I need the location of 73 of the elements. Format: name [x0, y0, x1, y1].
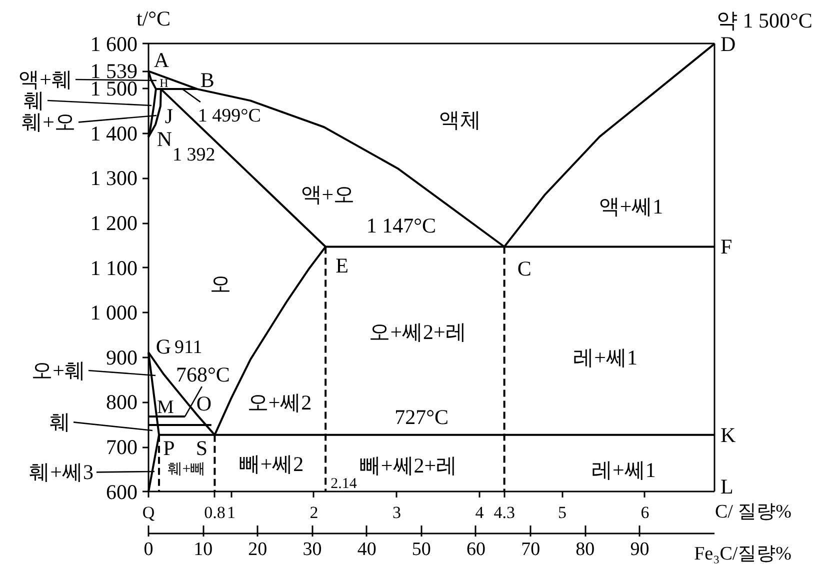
x2-tick-label: 0 — [144, 538, 154, 560]
annotation: E — [336, 254, 348, 278]
y-tick-label: 1 200 — [90, 211, 138, 235]
text: 훼 — [50, 410, 70, 434]
annotation: 727°C — [394, 404, 449, 429]
annotation: 오+쎄2 — [247, 390, 312, 414]
x2-tick-label: 90 — [630, 538, 650, 560]
y-tick-label: 900 — [106, 345, 138, 370]
annotation: 768°C — [176, 362, 230, 387]
annotation: F — [720, 234, 732, 259]
text: 훼+쎄3 — [29, 460, 94, 484]
annotation: 훼+빼 — [167, 462, 206, 478]
annotation: H — [160, 76, 169, 90]
annotation: D — [720, 32, 736, 56]
y-tick-label: 600 — [106, 480, 138, 504]
x-axis-title: C/ 질량% — [714, 501, 792, 522]
annotation: B — [200, 68, 214, 92]
x2-tick-label: 20 — [248, 538, 268, 560]
annotation: 1 499°C — [198, 106, 261, 127]
y-tick-label: 1 400 — [90, 121, 138, 146]
x-tick-label: 3 — [392, 502, 401, 522]
annotation: 오 — [210, 272, 231, 296]
x-tick-label: 4 — [475, 502, 484, 522]
annotation: C — [517, 256, 532, 281]
x-tick-label: 5 — [558, 502, 566, 522]
annotation: 레+쎄1 — [573, 346, 638, 370]
annotation: J — [164, 104, 174, 128]
annotation: 레+쎄1 — [592, 458, 656, 482]
x2-tick-label: 10 — [194, 538, 213, 560]
x2-tick-label: 70 — [521, 538, 540, 560]
annotation: 액+쎄1 — [598, 194, 664, 218]
annotation: K — [720, 422, 736, 447]
annotation: M — [157, 397, 174, 418]
x2-tick-label: 60 — [466, 538, 486, 560]
y-tick-label: 800 — [106, 390, 138, 414]
annotation: 빼+쎄2+레 — [360, 454, 458, 478]
x2-axis-title: Fe₃C/질량% — [694, 543, 792, 564]
x-tick-label: Q — [142, 502, 155, 522]
y-tick-label: 1 300 — [90, 166, 138, 190]
text: 훼+오 — [22, 110, 76, 134]
y-tick-label: 700 — [106, 435, 138, 459]
text: 액+훼 — [18, 68, 72, 92]
text: 약 1 500°C — [716, 8, 812, 32]
x-tick-label: 1 — [227, 502, 236, 522]
annotation: 액+오 — [300, 182, 355, 207]
annotation: 911 — [174, 336, 202, 358]
y-tick-label: 1 000 — [90, 300, 138, 325]
x2-tick-label: 30 — [302, 538, 322, 560]
text: 오+훼 — [32, 358, 86, 382]
annotation: 2.14 — [330, 476, 358, 492]
y-tick-label: 1 600 — [90, 32, 138, 56]
annotation: 1 147°C — [366, 214, 436, 238]
annotation: P — [163, 436, 175, 460]
annotation: A — [154, 48, 170, 72]
annotation: 1 392 — [172, 144, 216, 166]
annotation: S — [196, 436, 208, 460]
x-tick-label: 6 — [640, 502, 650, 522]
x2-tick-label: 80 — [576, 538, 595, 560]
text: 훼 — [24, 88, 44, 112]
x2-tick-label: 50 — [412, 538, 431, 560]
annotation: 빼+쎄2 — [239, 452, 304, 476]
annotation: N — [156, 126, 172, 151]
text: L — [720, 474, 734, 498]
x-tick-label: 4.3 — [494, 502, 515, 522]
x-tick-label: 2 — [310, 502, 318, 522]
annotation: O — [196, 392, 212, 416]
x2-tick-label: 40 — [357, 538, 376, 560]
y-tick-label: 1 100 — [90, 256, 138, 280]
annotation: 오+쎄2+레 — [369, 320, 466, 344]
y-axis-title: t/°C — [136, 6, 171, 30]
x-tick-label: 0.8 — [204, 502, 226, 522]
annotation: 액체 — [439, 108, 482, 132]
annotation: G — [156, 334, 172, 358]
